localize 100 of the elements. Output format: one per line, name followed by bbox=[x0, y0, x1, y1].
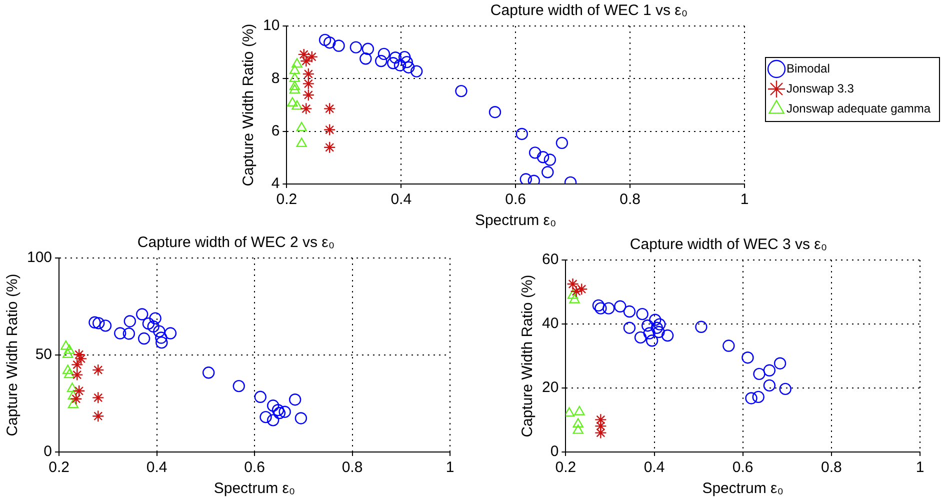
point bbox=[410, 65, 423, 78]
point bbox=[774, 357, 786, 370]
x-tick-label: 0.6 bbox=[732, 459, 754, 476]
point bbox=[455, 84, 468, 98]
point bbox=[278, 406, 291, 418]
point bbox=[574, 406, 585, 416]
y-tick-label: 60 bbox=[542, 251, 559, 268]
point bbox=[122, 328, 136, 340]
point bbox=[695, 320, 708, 333]
point bbox=[88, 316, 101, 329]
x-tick-label: 0.8 bbox=[620, 191, 640, 208]
point bbox=[592, 299, 605, 312]
point bbox=[164, 327, 177, 340]
chart-title: Capture width of WEC 3 vs ε₀ bbox=[630, 236, 828, 254]
point bbox=[288, 394, 302, 406]
point bbox=[99, 320, 112, 332]
point bbox=[332, 40, 345, 52]
point bbox=[266, 414, 280, 426]
point bbox=[138, 332, 150, 345]
y-tick-label: 0 bbox=[44, 443, 52, 460]
point bbox=[260, 410, 272, 424]
point bbox=[287, 97, 298, 107]
point bbox=[292, 100, 302, 110]
x-tick-label: 0.4 bbox=[146, 459, 168, 476]
legend-label: Jonswap 3.3 bbox=[786, 81, 854, 96]
point bbox=[292, 58, 302, 68]
point bbox=[142, 317, 155, 330]
x-tick-label: 1 bbox=[446, 459, 454, 476]
point bbox=[634, 331, 647, 344]
y-axis-title: Capture Width Ratio (%) bbox=[240, 24, 258, 186]
point bbox=[763, 379, 776, 392]
point bbox=[398, 50, 411, 64]
point bbox=[294, 412, 308, 424]
point bbox=[92, 364, 104, 376]
point bbox=[324, 141, 336, 154]
point bbox=[296, 122, 307, 132]
point bbox=[306, 50, 318, 63]
point bbox=[155, 332, 168, 344]
point bbox=[324, 124, 336, 136]
point bbox=[649, 314, 662, 326]
point bbox=[389, 52, 402, 64]
point bbox=[64, 344, 75, 354]
x-tick-label: 1 bbox=[740, 191, 749, 208]
y-tick-label: 0 bbox=[550, 443, 559, 460]
point bbox=[254, 390, 266, 404]
point bbox=[289, 80, 300, 90]
y-tick-label: 10 bbox=[262, 17, 280, 34]
point bbox=[64, 368, 75, 378]
y-tick-label: 4 bbox=[271, 175, 280, 192]
point bbox=[273, 406, 286, 420]
point bbox=[60, 340, 72, 350]
legend-label: Bimodal bbox=[786, 61, 830, 76]
point bbox=[71, 358, 84, 371]
point bbox=[272, 404, 284, 416]
point bbox=[289, 64, 300, 74]
point bbox=[72, 348, 86, 361]
point bbox=[387, 57, 400, 70]
point bbox=[745, 392, 758, 404]
point bbox=[652, 326, 665, 338]
chart-title: Capture width of WEC 1 vs ε₀ bbox=[490, 2, 688, 20]
point bbox=[302, 68, 315, 80]
point bbox=[594, 302, 607, 314]
point bbox=[566, 407, 575, 417]
point bbox=[232, 380, 245, 392]
x-tick-label: 0.4 bbox=[390, 191, 412, 208]
y-tick-label: 100 bbox=[26, 249, 52, 266]
point bbox=[653, 318, 666, 330]
point bbox=[556, 136, 568, 150]
point bbox=[572, 418, 584, 428]
point bbox=[722, 340, 735, 352]
point bbox=[375, 54, 388, 68]
point bbox=[642, 320, 654, 332]
point bbox=[360, 52, 372, 65]
point bbox=[542, 166, 554, 178]
point bbox=[752, 390, 764, 404]
x-tick-label: 0.2 bbox=[48, 459, 70, 476]
point bbox=[623, 322, 636, 334]
point bbox=[569, 294, 580, 304]
point bbox=[72, 384, 86, 397]
point bbox=[92, 410, 104, 422]
point bbox=[528, 146, 542, 159]
point bbox=[324, 102, 336, 115]
x-axis-title: Spectrum ε₀ bbox=[214, 480, 296, 498]
x-tick-label: 0.4 bbox=[644, 459, 665, 476]
point bbox=[202, 366, 215, 379]
point bbox=[136, 308, 148, 320]
point bbox=[266, 400, 280, 412]
point bbox=[567, 289, 578, 299]
point bbox=[92, 392, 104, 404]
point bbox=[289, 84, 300, 94]
point bbox=[661, 329, 674, 342]
chart-title: Capture width of WEC 2 vs ε₀ bbox=[137, 234, 335, 252]
point bbox=[763, 364, 776, 376]
point bbox=[650, 322, 664, 334]
y-axis-title: Capture Width Ratio (%) bbox=[519, 274, 536, 438]
point bbox=[602, 302, 615, 314]
x-axis-title: Spectrum ε₀ bbox=[702, 480, 784, 498]
point bbox=[520, 173, 532, 184]
point bbox=[318, 34, 332, 46]
point bbox=[646, 334, 658, 347]
